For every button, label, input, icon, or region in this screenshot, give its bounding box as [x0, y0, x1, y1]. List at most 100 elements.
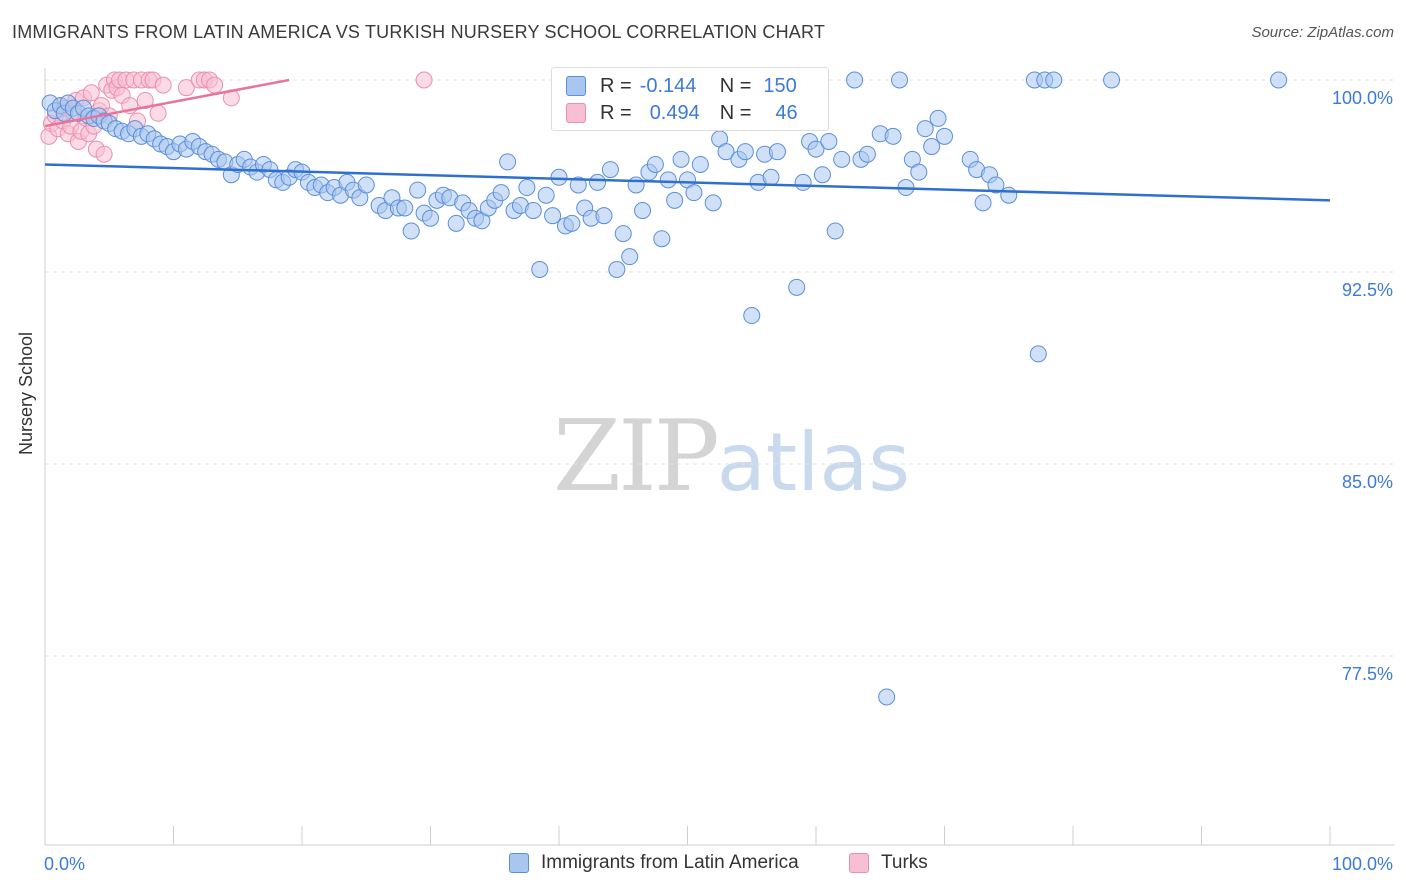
- latin-america-point-136: [929, 109, 947, 127]
- latin-america-point-102: [685, 184, 703, 202]
- stats-r-label-blue: R =: [600, 74, 632, 97]
- latin-america-point-98: [659, 171, 677, 189]
- latin-america-point-104: [704, 194, 722, 212]
- stats-n-value-pink: 46: [775, 101, 798, 124]
- stats-swatch-blue: [566, 76, 586, 96]
- latin-america-point-128: [878, 688, 896, 706]
- latin-america-point-145: [1029, 345, 1047, 363]
- latin-america-point-147: [1045, 71, 1063, 89]
- trend-lines: [44, 78, 1331, 202]
- stats-n-label-pink: N =: [719, 101, 752, 124]
- source-label: Source: ZipAtlas.com: [1251, 24, 1394, 41]
- latin-america-point-78: [531, 260, 549, 278]
- latin-america-point-134: [916, 120, 934, 138]
- latin-america-point-83: [563, 214, 581, 232]
- turks-point-37: [149, 104, 167, 122]
- latin-america-point-124: [846, 71, 864, 89]
- turks-point-21: [95, 145, 113, 163]
- latin-america-point-135: [923, 138, 941, 156]
- latin-america-point-148: [1103, 71, 1121, 89]
- turks-point-44: [415, 71, 433, 89]
- legend-swatch-pink: [849, 853, 869, 873]
- latin-america-point-106: [717, 143, 735, 161]
- latin-america-point-84: [569, 176, 587, 194]
- latin-america-point-94: [634, 202, 652, 220]
- latin-america-point-91: [614, 225, 632, 243]
- latin-america-point-149: [1270, 71, 1288, 89]
- latin-america-point-97: [653, 230, 671, 248]
- latin-america-point-72: [492, 184, 510, 202]
- chart-title: IMMIGRANTS FROM LATIN AMERICA VS TURKISH…: [12, 22, 826, 42]
- latin-america-point-87: [589, 173, 607, 191]
- latin-america-point-116: [788, 278, 806, 296]
- tick-labels: 100.0% 92.5% 85.0% 77.5% 0.0% 100.0%: [44, 88, 1393, 874]
- latin-america-point-52: [357, 176, 375, 194]
- turks-point-38: [154, 76, 172, 94]
- watermark: ZIPatlas: [553, 400, 910, 514]
- latin-america-point-120: [813, 166, 831, 184]
- latin-america-point-142: [987, 176, 1005, 194]
- latin-america-point-73: [499, 153, 517, 171]
- legend: Immigrants from Latin America Turks: [0, 850, 1406, 880]
- latin-america-point-137: [936, 127, 953, 145]
- latin-america-point-133: [910, 163, 928, 181]
- latin-america-point-109: [736, 143, 754, 161]
- stats-row-pink: R = 0.494 N = 46: [566, 101, 798, 125]
- turks-point-34: [136, 91, 154, 109]
- latin-america-point-79: [537, 186, 555, 204]
- y-tick-label-0: 100.0%: [1332, 88, 1393, 108]
- latin-america-point-110: [743, 307, 761, 325]
- turks-point-16: [82, 84, 100, 102]
- stats-r-value-blue: -0.144: [639, 74, 697, 97]
- latin-america-point-129: [884, 127, 902, 145]
- y-tick-label-3: 77.5%: [1342, 664, 1393, 684]
- latin-america-point-89: [601, 161, 619, 179]
- y-tick-label-1: 92.5%: [1342, 280, 1393, 300]
- stats-swatch-pink: [566, 103, 586, 123]
- latin-america-point-57: [396, 199, 414, 217]
- latin-america-trend-line: [44, 163, 1331, 202]
- latin-america-points: [41, 71, 1288, 706]
- latin-america-point-58: [402, 222, 420, 240]
- latin-america-point-113: [762, 168, 780, 186]
- legend-label-turks: Turks: [881, 852, 928, 873]
- turks-point-43: [206, 76, 224, 94]
- latin-america-point-59: [409, 181, 427, 199]
- axes: [44, 68, 1395, 846]
- latin-america-point-119: [807, 140, 825, 158]
- stats-n-value-blue: 150: [763, 74, 797, 97]
- latin-america-point-93: [627, 176, 645, 194]
- latin-america-point-114: [768, 143, 786, 161]
- latin-america-point-126: [858, 145, 876, 163]
- latin-america-point-80: [544, 207, 562, 225]
- legend-item-latin-america[interactable]: Immigrants from Latin America: [509, 852, 799, 874]
- latin-america-point-143: [1000, 186, 1018, 204]
- y-tick-label-2: 85.0%: [1342, 472, 1393, 492]
- latin-america-point-76: [518, 179, 536, 197]
- watermark-atlas: atlas: [716, 416, 911, 509]
- y-axis-title: Nursery School: [16, 331, 36, 455]
- latin-america-point-96: [646, 155, 664, 173]
- stats-box: R = -0.144 N = 150 R = 0.494 N = 46: [551, 67, 829, 131]
- stats-r-value-pink: 0.494: [649, 101, 700, 124]
- turks-trend-line: [44, 78, 290, 128]
- legend-swatch-blue: [509, 853, 529, 873]
- latin-america-point-140: [974, 194, 992, 212]
- watermark-zip: ZIP: [553, 400, 720, 514]
- stats-r-label-pink: R =: [600, 101, 632, 124]
- latin-america-point-90: [608, 260, 626, 278]
- legend-item-turks[interactable]: Turks: [849, 852, 928, 874]
- stats-n-label-blue: N =: [719, 74, 752, 97]
- latin-america-point-81: [550, 168, 568, 186]
- latin-america-point-88: [595, 207, 613, 225]
- latin-america-point-99: [666, 191, 684, 209]
- latin-america-point-92: [621, 248, 639, 266]
- latin-america-point-65: [447, 214, 465, 232]
- latin-america-point-122: [826, 222, 844, 240]
- latin-america-point-77: [524, 202, 542, 220]
- x-tick-label-0: 0.0%: [44, 854, 85, 874]
- latin-america-point-121: [820, 132, 838, 150]
- latin-america-point-61: [422, 209, 439, 227]
- latin-america-point-130: [891, 71, 909, 89]
